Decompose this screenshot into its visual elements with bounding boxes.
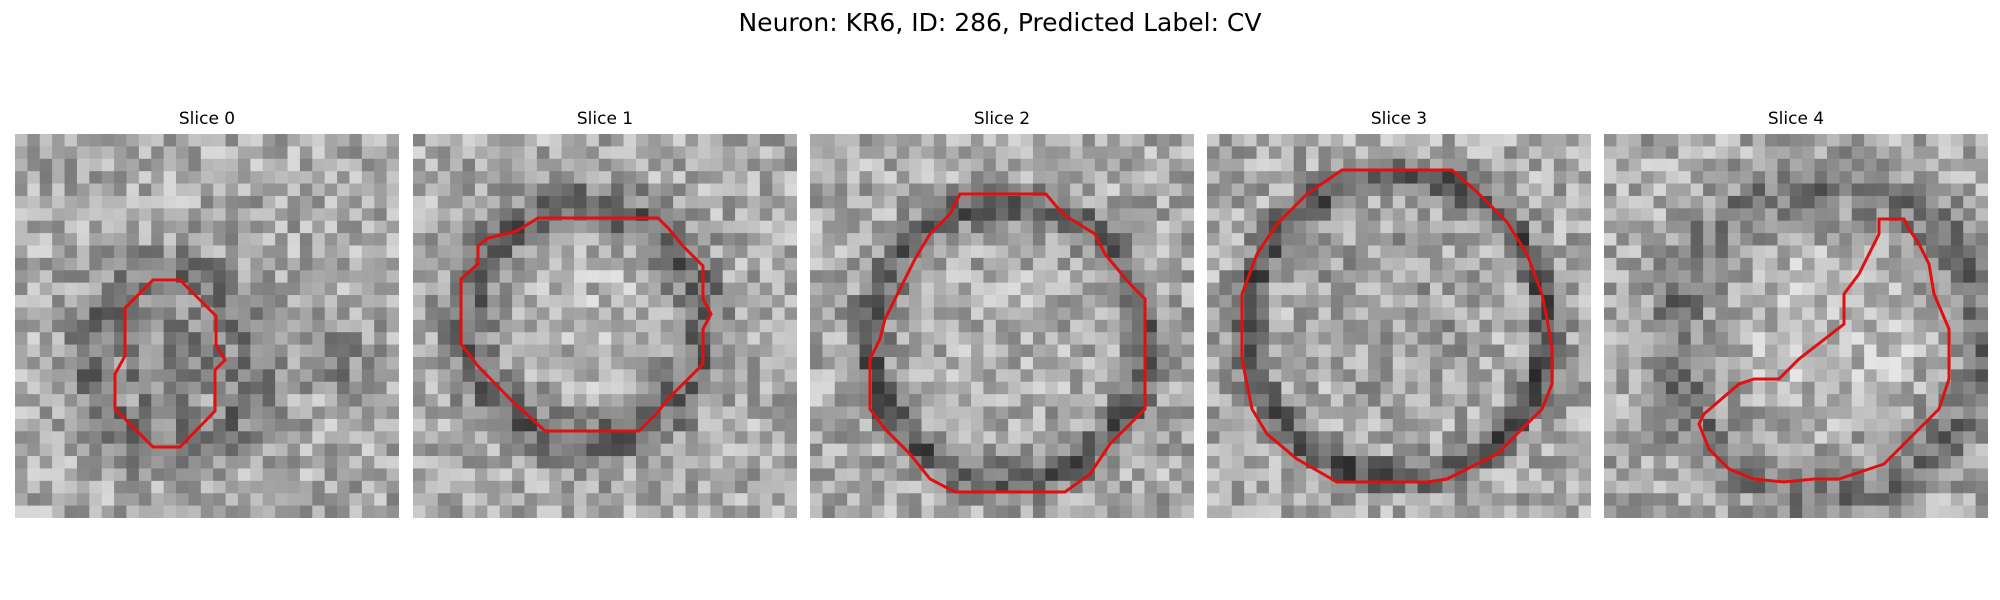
segmentation-outline bbox=[1697, 217, 1951, 484]
slice-title: Slice 3 bbox=[1370, 109, 1428, 129]
figure-title: Neuron: KR6, ID: 286, Predicted Label: C… bbox=[738, 8, 1262, 37]
slice-title: Slice 4 bbox=[1767, 109, 1825, 129]
slice-image bbox=[1207, 134, 1591, 518]
slice-title: Slice 0 bbox=[178, 109, 236, 129]
slice-image bbox=[810, 134, 1194, 518]
slice-image bbox=[413, 134, 797, 518]
pixel-grid bbox=[810, 134, 1194, 518]
pixel-grid bbox=[1207, 134, 1591, 518]
pixel-grid bbox=[413, 134, 797, 518]
slice-title: Slice 1 bbox=[576, 109, 634, 129]
slice-image bbox=[1604, 134, 1988, 518]
slice-title: Slice 2 bbox=[973, 109, 1031, 129]
pixel-grid bbox=[15, 134, 399, 518]
segmentation-outline bbox=[459, 216, 713, 433]
slice-image bbox=[15, 134, 399, 518]
segmentation-outline bbox=[868, 192, 1147, 494]
segmentation-outline bbox=[1240, 168, 1554, 484]
pixel-grid bbox=[1604, 134, 1988, 518]
segmentation-outline bbox=[113, 278, 227, 449]
